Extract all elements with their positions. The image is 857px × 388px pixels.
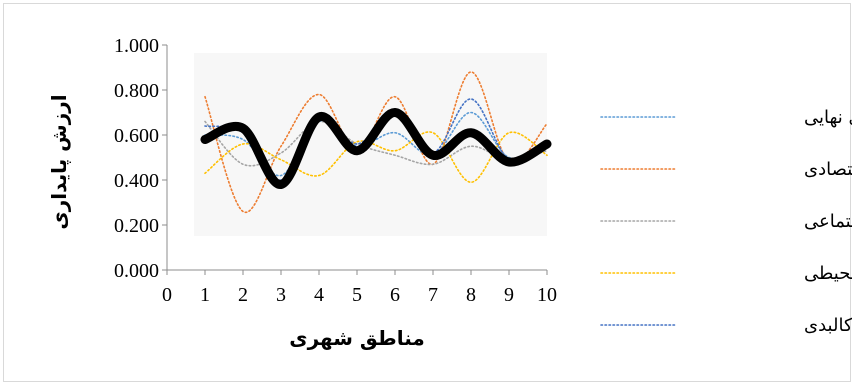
y-tick-label: 0.000 bbox=[114, 260, 159, 282]
legend-label: پایداری اجتماعی bbox=[804, 211, 852, 232]
legend-label: پایداری زیست محیطی bbox=[804, 263, 852, 284]
y-tick-label: 0.400 bbox=[114, 170, 159, 192]
x-tick-label: 5 bbox=[352, 284, 362, 306]
y-tick-label: 1.000 bbox=[114, 35, 159, 57]
x-tick-label: 2 bbox=[238, 284, 248, 306]
legend-label: پایداری اقتصادی bbox=[804, 159, 852, 180]
y-tick-label: 0.200 bbox=[114, 215, 159, 237]
x-tick-label: 8 bbox=[466, 284, 476, 306]
y-tick-label: 0.600 bbox=[114, 125, 159, 147]
x-axis-title: مناطق شهری bbox=[289, 326, 425, 350]
series-line bbox=[204, 131, 548, 184]
x-tick-label: 1 bbox=[200, 284, 210, 306]
x-tick-label: 7 bbox=[428, 284, 438, 306]
y-axis-title: ارزش پایداری bbox=[47, 94, 72, 229]
x-tick-label: 9 bbox=[504, 284, 514, 306]
legend-label: پایداری کالبدی bbox=[804, 315, 852, 336]
chart-frame: 0.000 0.200 0.400 0.600 0.800 1.000 0 1 2 3 4 5 6 7 8 9… bbox=[3, 3, 857, 382]
overlay-line bbox=[200, 108, 552, 189]
y-tick-label: 0.800 bbox=[114, 80, 159, 102]
x-tick-label: 0 bbox=[162, 284, 172, 306]
line-chart: 0.000 0.200 0.400 0.600 0.800 1.000 0 1 2 3 4 5 6 7 8 9… bbox=[47, 35, 857, 350]
x-tick-label: 3 bbox=[276, 284, 286, 306]
x-tick-label: 4 bbox=[314, 284, 324, 306]
series-line bbox=[204, 71, 548, 214]
x-tick-label: 10 bbox=[537, 284, 557, 306]
x-tick-label: 6 bbox=[390, 284, 400, 306]
legend-label: پایداری نهایی bbox=[804, 107, 852, 128]
